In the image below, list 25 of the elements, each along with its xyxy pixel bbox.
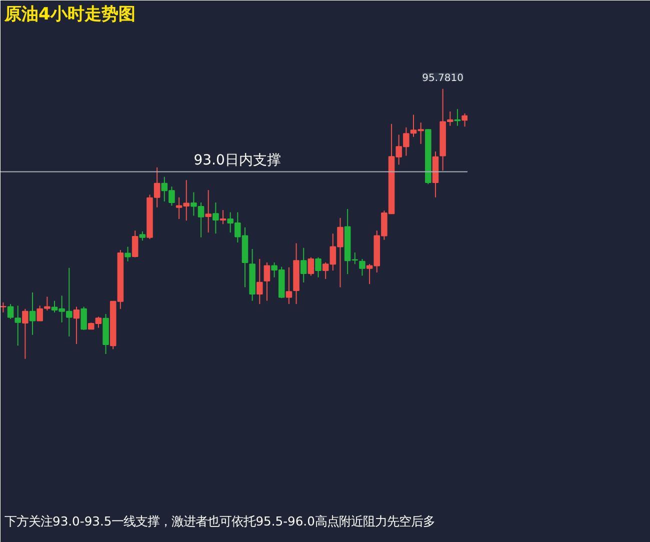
candlestick xyxy=(300,247,307,283)
candlestick xyxy=(80,306,87,330)
candlestick xyxy=(139,230,146,242)
annotation: 95.7810 xyxy=(422,72,464,84)
candlestick xyxy=(132,230,138,258)
candlestick xyxy=(220,210,226,225)
candlestick xyxy=(22,308,28,360)
ref-line-label: 93.0日内支撑 xyxy=(194,152,281,169)
candlestick xyxy=(124,246,131,262)
candlestick xyxy=(73,306,80,345)
text: 下方关注93.0-93.5一线支撑，激进者也可依托95.5-96.0高点附近阻力先空后多 xyxy=(4,514,435,528)
candlestick xyxy=(308,256,314,276)
candlestick xyxy=(7,304,14,320)
candlestick xyxy=(212,202,219,234)
candlestick xyxy=(359,258,366,276)
chart-title: 原油4小时走势图 xyxy=(4,4,136,24)
candlestick xyxy=(286,266,292,305)
candlestick xyxy=(154,166,160,208)
candlestick xyxy=(256,258,263,305)
candlestick xyxy=(264,262,270,302)
candlestick xyxy=(14,305,21,346)
candlestick xyxy=(315,256,322,278)
candlestick xyxy=(462,112,468,128)
candlestick xyxy=(205,190,212,233)
candlestick xyxy=(29,292,36,336)
